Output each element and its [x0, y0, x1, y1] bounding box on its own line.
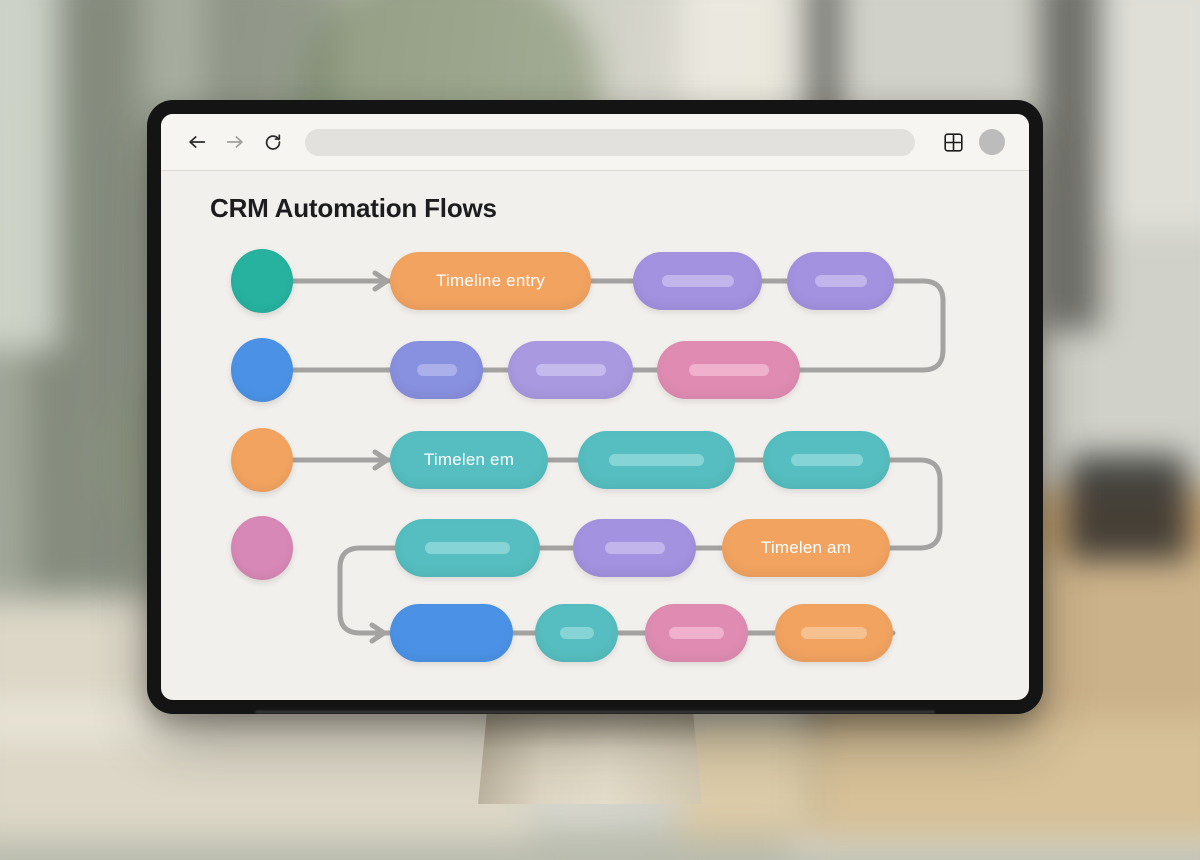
browser-toolbar	[161, 114, 1029, 171]
flow-step-placeholder-bar	[669, 627, 724, 639]
flow-step-pill[interactable]	[508, 341, 633, 399]
reload-icon	[265, 134, 281, 150]
flow-step-placeholder-bar	[535, 364, 606, 376]
flow-step-pill[interactable]	[787, 252, 894, 310]
flow-step-pill[interactable]	[775, 604, 893, 662]
desk-front	[680, 720, 1200, 840]
flow-step-pill[interactable]	[633, 252, 762, 310]
flow-step-pill[interactable]	[578, 431, 735, 489]
flow-step-placeholder-bar	[790, 454, 863, 466]
flow-step-pill[interactable]	[645, 604, 748, 662]
back-button[interactable]	[185, 130, 209, 154]
flow-step-placeholder-bar	[814, 275, 867, 287]
browser-window: CRM Automation Flows Timeline entry Timel…	[161, 114, 1029, 700]
monitor-stand	[478, 712, 702, 804]
flow-step-placeholder-bar	[416, 364, 457, 376]
window-pane	[1100, 0, 1200, 230]
trigger-circle-orange[interactable]	[231, 428, 293, 492]
flow-step-pill[interactable]	[395, 519, 540, 577]
flow-step-label: Timelen em	[423, 450, 515, 469]
flow-step-placeholder-bar	[801, 627, 867, 639]
monitor: CRM Automation Flows Timeline entry Timel…	[147, 100, 1043, 714]
flow-step-label: Timelen am	[760, 538, 852, 557]
flow-step-placeholder-bar	[604, 542, 665, 554]
flow-step-label: Timeline entry	[436, 271, 545, 290]
flow-step-pill[interactable]	[763, 431, 890, 489]
flow-step-placeholder-bar	[688, 364, 769, 376]
forward-button[interactable]	[223, 130, 247, 154]
page-content: CRM Automation Flows Timeline entry Timel…	[161, 171, 1029, 700]
flow-step-pill[interactable]	[573, 519, 696, 577]
flow-nodes: Timeline entry Timelen em Timelen am	[161, 171, 1029, 700]
step-timelen-am[interactable]: Timelen am	[722, 519, 890, 577]
connector-flow-a	[259, 278, 946, 373]
trigger-circle-pink[interactable]	[231, 516, 293, 580]
apps-grid-icon	[943, 132, 963, 152]
window-frame	[1040, 0, 1100, 330]
arrowhead-icon	[372, 449, 390, 471]
page-title: CRM Automation Flows	[210, 193, 497, 223]
arrowhead-icon	[369, 622, 387, 644]
flow-step-placeholder-bar	[559, 627, 594, 639]
forward-arrow-icon	[226, 136, 243, 148]
avatar[interactable]	[979, 129, 1005, 155]
sky-patch	[0, 0, 60, 350]
flow-step-placeholder-bar	[609, 454, 704, 466]
arrowhead-icon	[372, 270, 390, 292]
back-arrow-icon	[189, 136, 206, 148]
step-timeline-entry[interactable]: Timeline entry	[390, 252, 591, 310]
flow-canvas: Timeline entry Timelen em Timelen am	[161, 171, 1029, 700]
flow-step-pill[interactable]	[535, 604, 618, 662]
flow-step-placeholder-bar	[425, 542, 510, 554]
address-bar[interactable]	[305, 128, 915, 156]
step-timelen-em[interactable]: Timelen em	[390, 431, 548, 489]
trigger-circle-blue[interactable]	[231, 338, 293, 402]
flow-step-pill[interactable]	[657, 341, 800, 399]
flow-step-pill[interactable]	[390, 604, 513, 662]
flow-step-pill[interactable]	[390, 341, 483, 399]
trigger-circle-teal[interactable]	[231, 249, 293, 313]
reload-button[interactable]	[261, 130, 285, 154]
flow-step-placeholder-bar	[661, 275, 734, 287]
apps-grid-button[interactable]	[941, 130, 965, 154]
